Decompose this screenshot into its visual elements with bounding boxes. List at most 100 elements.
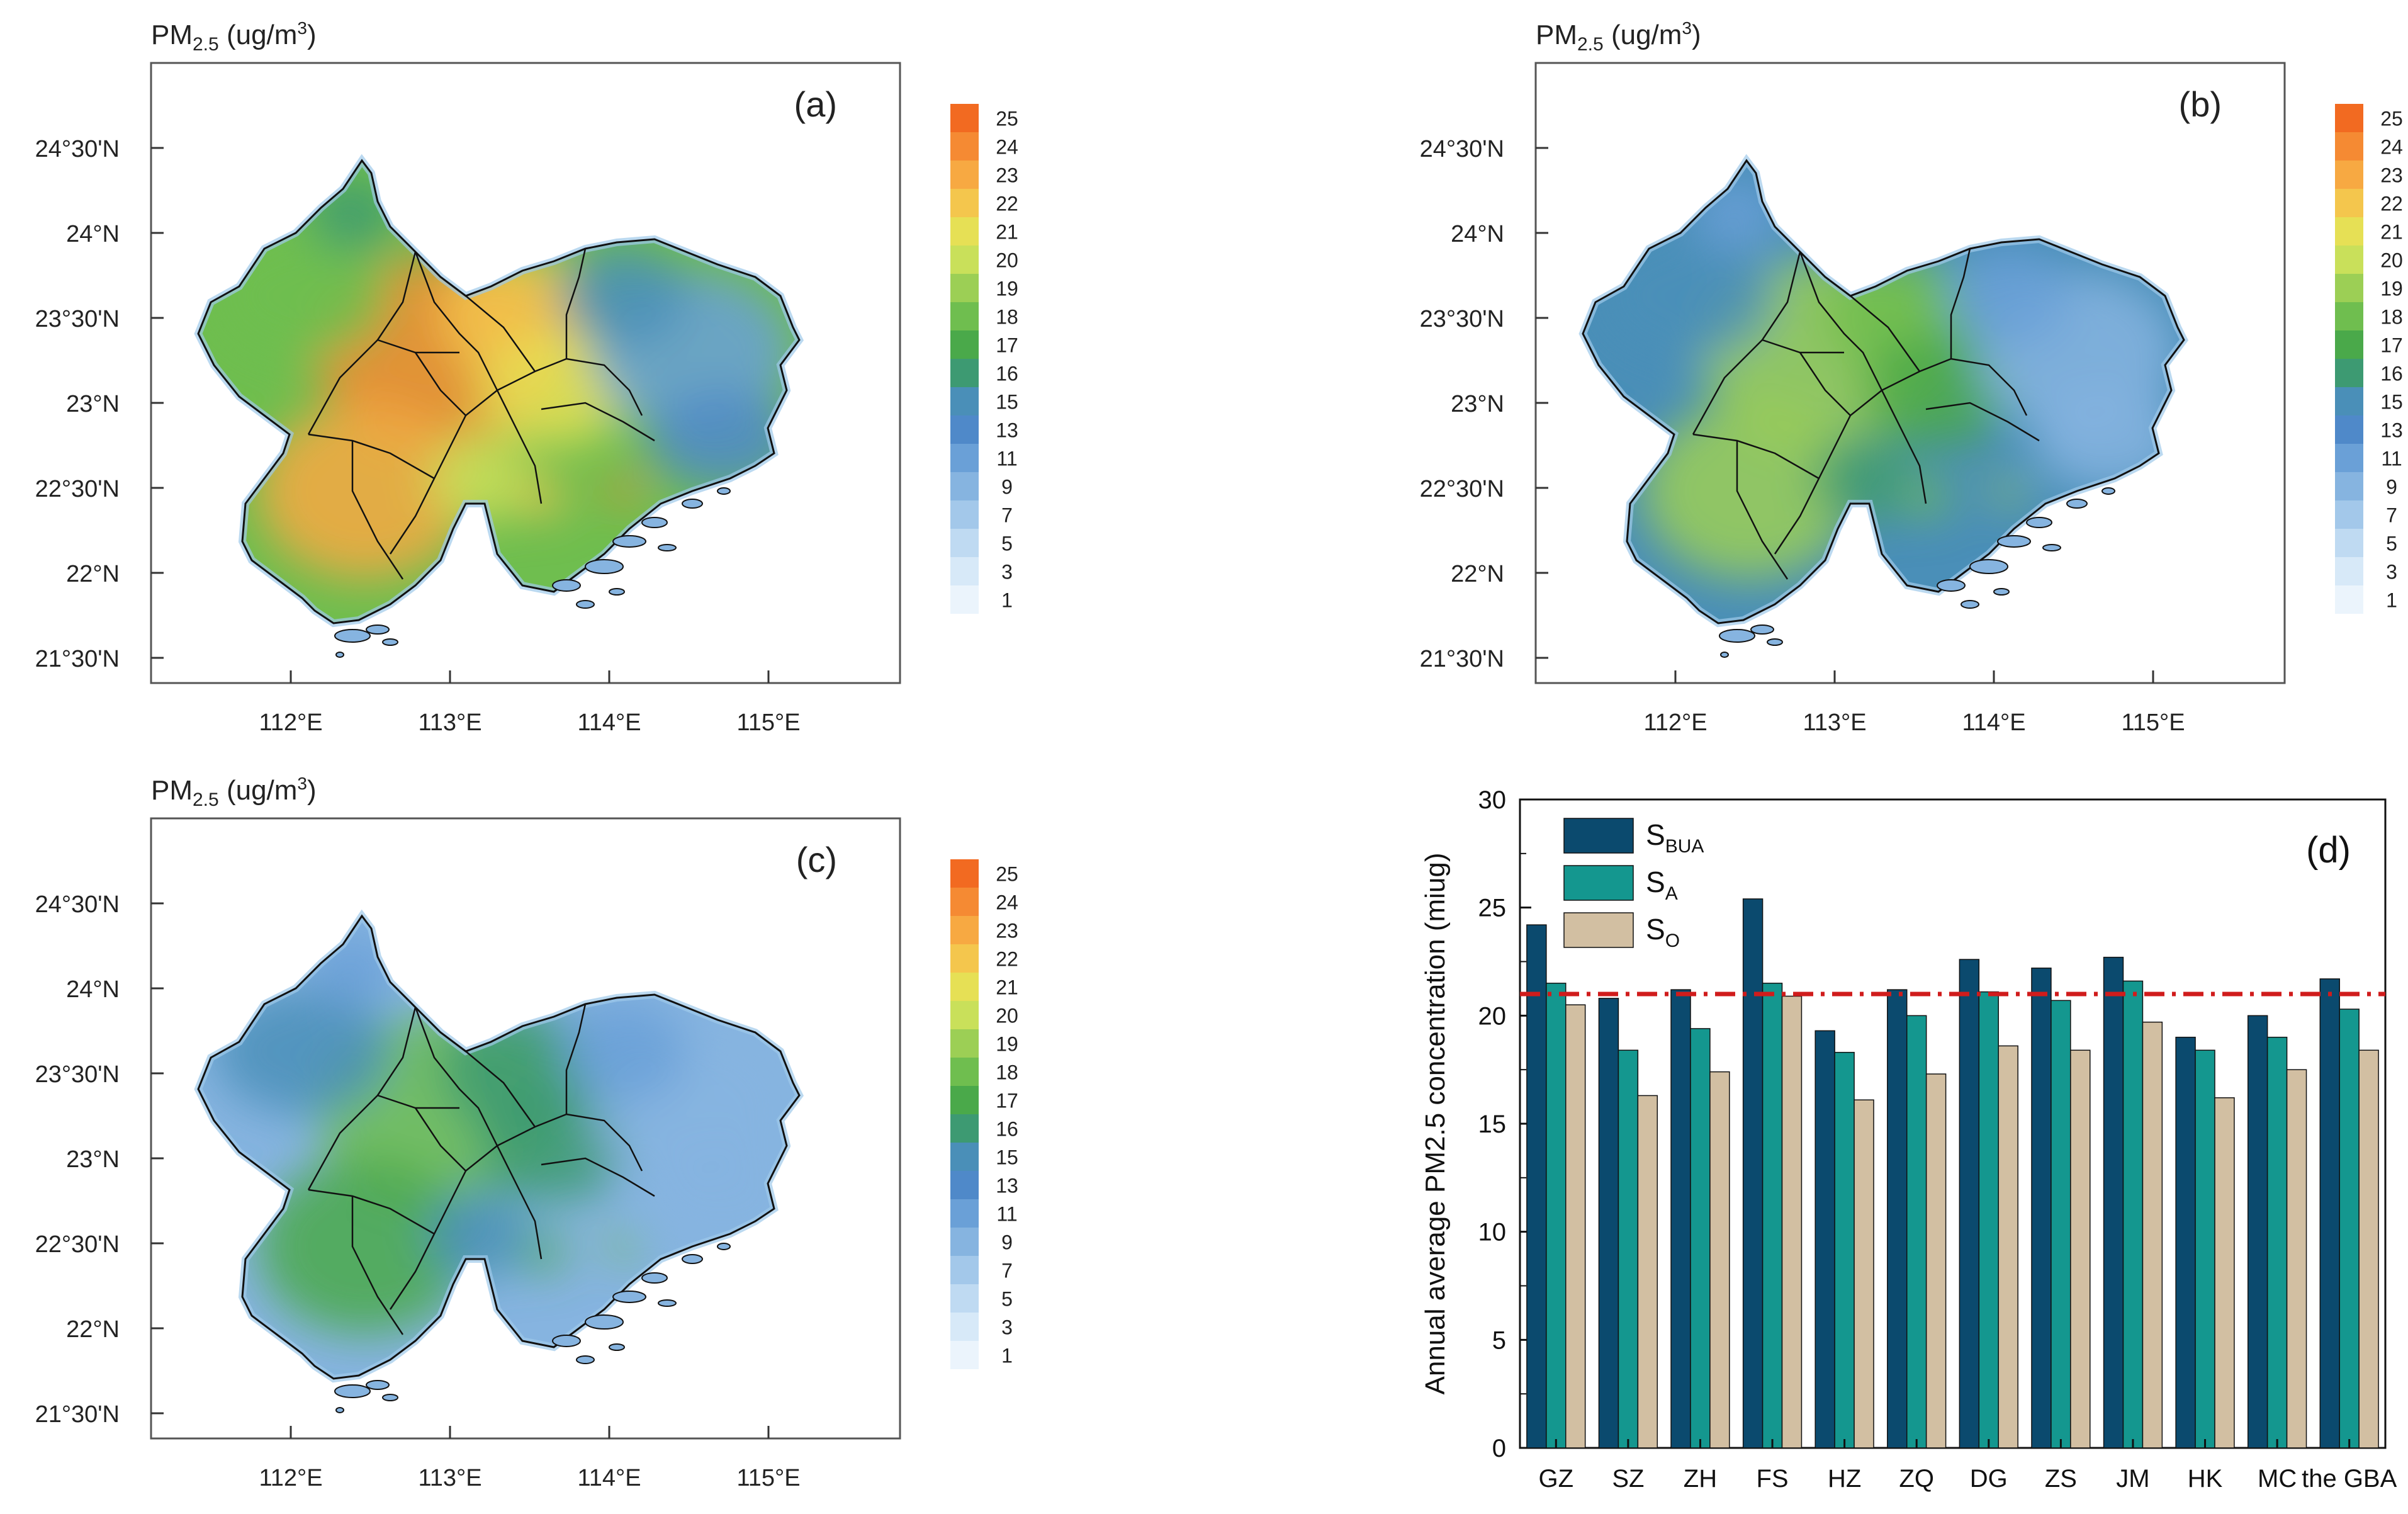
- region-outline: [197, 159, 801, 624]
- x-tick-label: MC: [2258, 1465, 2297, 1493]
- bar-FS-A: [1762, 983, 1783, 1449]
- colorbar-swatch: [950, 359, 979, 387]
- colorbar-swatch: [2335, 104, 2363, 132]
- city-boundary: [1799, 251, 1883, 391]
- colorbar-swatch: [950, 529, 979, 557]
- colorbar-swatch: [2335, 444, 2363, 472]
- island: [1720, 652, 1729, 658]
- colorbar-label: 20: [996, 249, 1018, 272]
- island: [658, 1299, 677, 1307]
- colorbar-label: 23: [996, 920, 1018, 942]
- lat-label: 23°30'N: [1420, 306, 1504, 332]
- y-tick-label: 0: [1492, 1435, 1506, 1462]
- colorbar-label: 25: [996, 863, 1018, 886]
- colorbar-swatch: [950, 916, 979, 944]
- x-tick-label: HZ: [1828, 1465, 1861, 1493]
- bar-SZ-A: [1618, 1049, 1639, 1449]
- bar-the-GBA-BUA: [2319, 978, 2340, 1449]
- lon-label: 112°E: [259, 1465, 322, 1491]
- y-tick-label: 25: [1478, 895, 1507, 922]
- bar-FS-O: [1781, 995, 1803, 1449]
- colorbar-label: 18: [996, 1061, 1018, 1084]
- colorbar-label: 1: [2386, 589, 2397, 612]
- bar-HZ-BUA: [1814, 1030, 1835, 1449]
- island: [658, 544, 677, 551]
- bar-DG-A: [1978, 991, 2000, 1449]
- island: [366, 624, 390, 635]
- colorbar-swatch: [950, 1029, 979, 1058]
- colorbar-label: 20: [2380, 249, 2403, 272]
- bar-HZ-O: [1854, 1099, 1874, 1449]
- colorbar-swatch: [950, 132, 979, 161]
- colorbar-swatch: [950, 302, 979, 330]
- colorbar-label: 9: [1001, 476, 1013, 499]
- bar-GZ-BUA: [1526, 924, 1547, 1449]
- panel-tag: (c): [796, 840, 837, 879]
- colorbar-swatch: [950, 973, 979, 1001]
- y-axis-label: Annual average PM2.5 concentration (miug…: [1420, 853, 1451, 1395]
- bar-FS-BUA: [1742, 898, 1764, 1449]
- island: [2026, 517, 2052, 528]
- bar-ZQ-O: [1925, 1073, 1947, 1449]
- island: [641, 1272, 668, 1284]
- x-tick-label: GZ: [1539, 1465, 1574, 1493]
- colorbar-label: 16: [996, 363, 1018, 385]
- city-boundary: [1799, 352, 1882, 417]
- lat-label: 24°30'N: [1420, 136, 1504, 162]
- colorbar-swatch: [950, 585, 979, 614]
- city-boundary: [414, 1007, 498, 1146]
- colorbar-swatch: [2335, 359, 2363, 387]
- island: [641, 517, 668, 528]
- colorbar-label: 15: [2380, 391, 2403, 414]
- island: [1961, 600, 1979, 609]
- city-boundary: [414, 1107, 498, 1172]
- panel-tag: (a): [794, 84, 837, 124]
- x-tick-label: HK: [2188, 1465, 2223, 1493]
- colorbar-label: 25: [996, 108, 1018, 130]
- island: [1969, 559, 2008, 574]
- lat-label: 22°N: [66, 1316, 120, 1343]
- island: [1767, 638, 1783, 646]
- colorbar-swatch: [950, 161, 979, 189]
- lat-label: 23°N: [1451, 391, 1504, 417]
- colorbar-swatch: [950, 217, 979, 246]
- bar-ZS-BUA: [2031, 968, 2052, 1449]
- lat-label: 23°N: [66, 1146, 120, 1173]
- lat-label: 22°30'N: [35, 476, 120, 502]
- legend-swatch: [1563, 912, 1634, 948]
- colorbar-swatch: [2335, 529, 2363, 557]
- y-tick-label: 10: [1478, 1219, 1507, 1246]
- island: [682, 1254, 703, 1264]
- lon-label: 112°E: [259, 709, 322, 736]
- city-boundary: [414, 251, 498, 391]
- colorbar-label: 19: [996, 1033, 1018, 1056]
- colorbar-swatch: [950, 500, 979, 529]
- legend-swatch: [1563, 865, 1634, 901]
- colorbar-label: 15: [996, 1146, 1018, 1169]
- colorbar-swatch: [950, 1001, 979, 1029]
- colorbar-label: 22: [996, 948, 1018, 971]
- x-tick-label: JM: [2116, 1465, 2149, 1493]
- colorbar-label: 15: [996, 391, 1018, 414]
- lon-label: 114°E: [1962, 709, 2025, 736]
- colorbar-swatch: [2335, 330, 2363, 359]
- colorbar-swatch: [950, 1199, 979, 1228]
- colorbar-swatch: [950, 1058, 979, 1086]
- island: [585, 1314, 624, 1330]
- city-boundary: [565, 248, 587, 359]
- legend-swatch: [1563, 818, 1634, 854]
- bar-chart-panel: 0 5 10 15 20 25 30 Annual average PM2.5 concent…: [1385, 755, 2408, 1511]
- colorbar-label: 3: [1001, 561, 1013, 584]
- colorbar-swatch: [950, 246, 979, 274]
- lon-label: 113°E: [1803, 709, 1866, 736]
- city-boundary: [497, 1113, 643, 1172]
- lon-label: 112°E: [1643, 709, 1707, 736]
- bar-ZS-A: [2051, 1000, 2071, 1449]
- bar-ZQ-A: [1906, 1015, 1927, 1449]
- colorbar-label: 1: [1001, 1345, 1013, 1367]
- lat-label: 22°30'N: [35, 1231, 120, 1258]
- colorbar-label: 11: [996, 448, 1017, 470]
- colorbar-label: 16: [2380, 363, 2403, 385]
- colorbar-label: 11: [2381, 448, 2402, 470]
- x-tick-label: ZQ: [1899, 1465, 1934, 1493]
